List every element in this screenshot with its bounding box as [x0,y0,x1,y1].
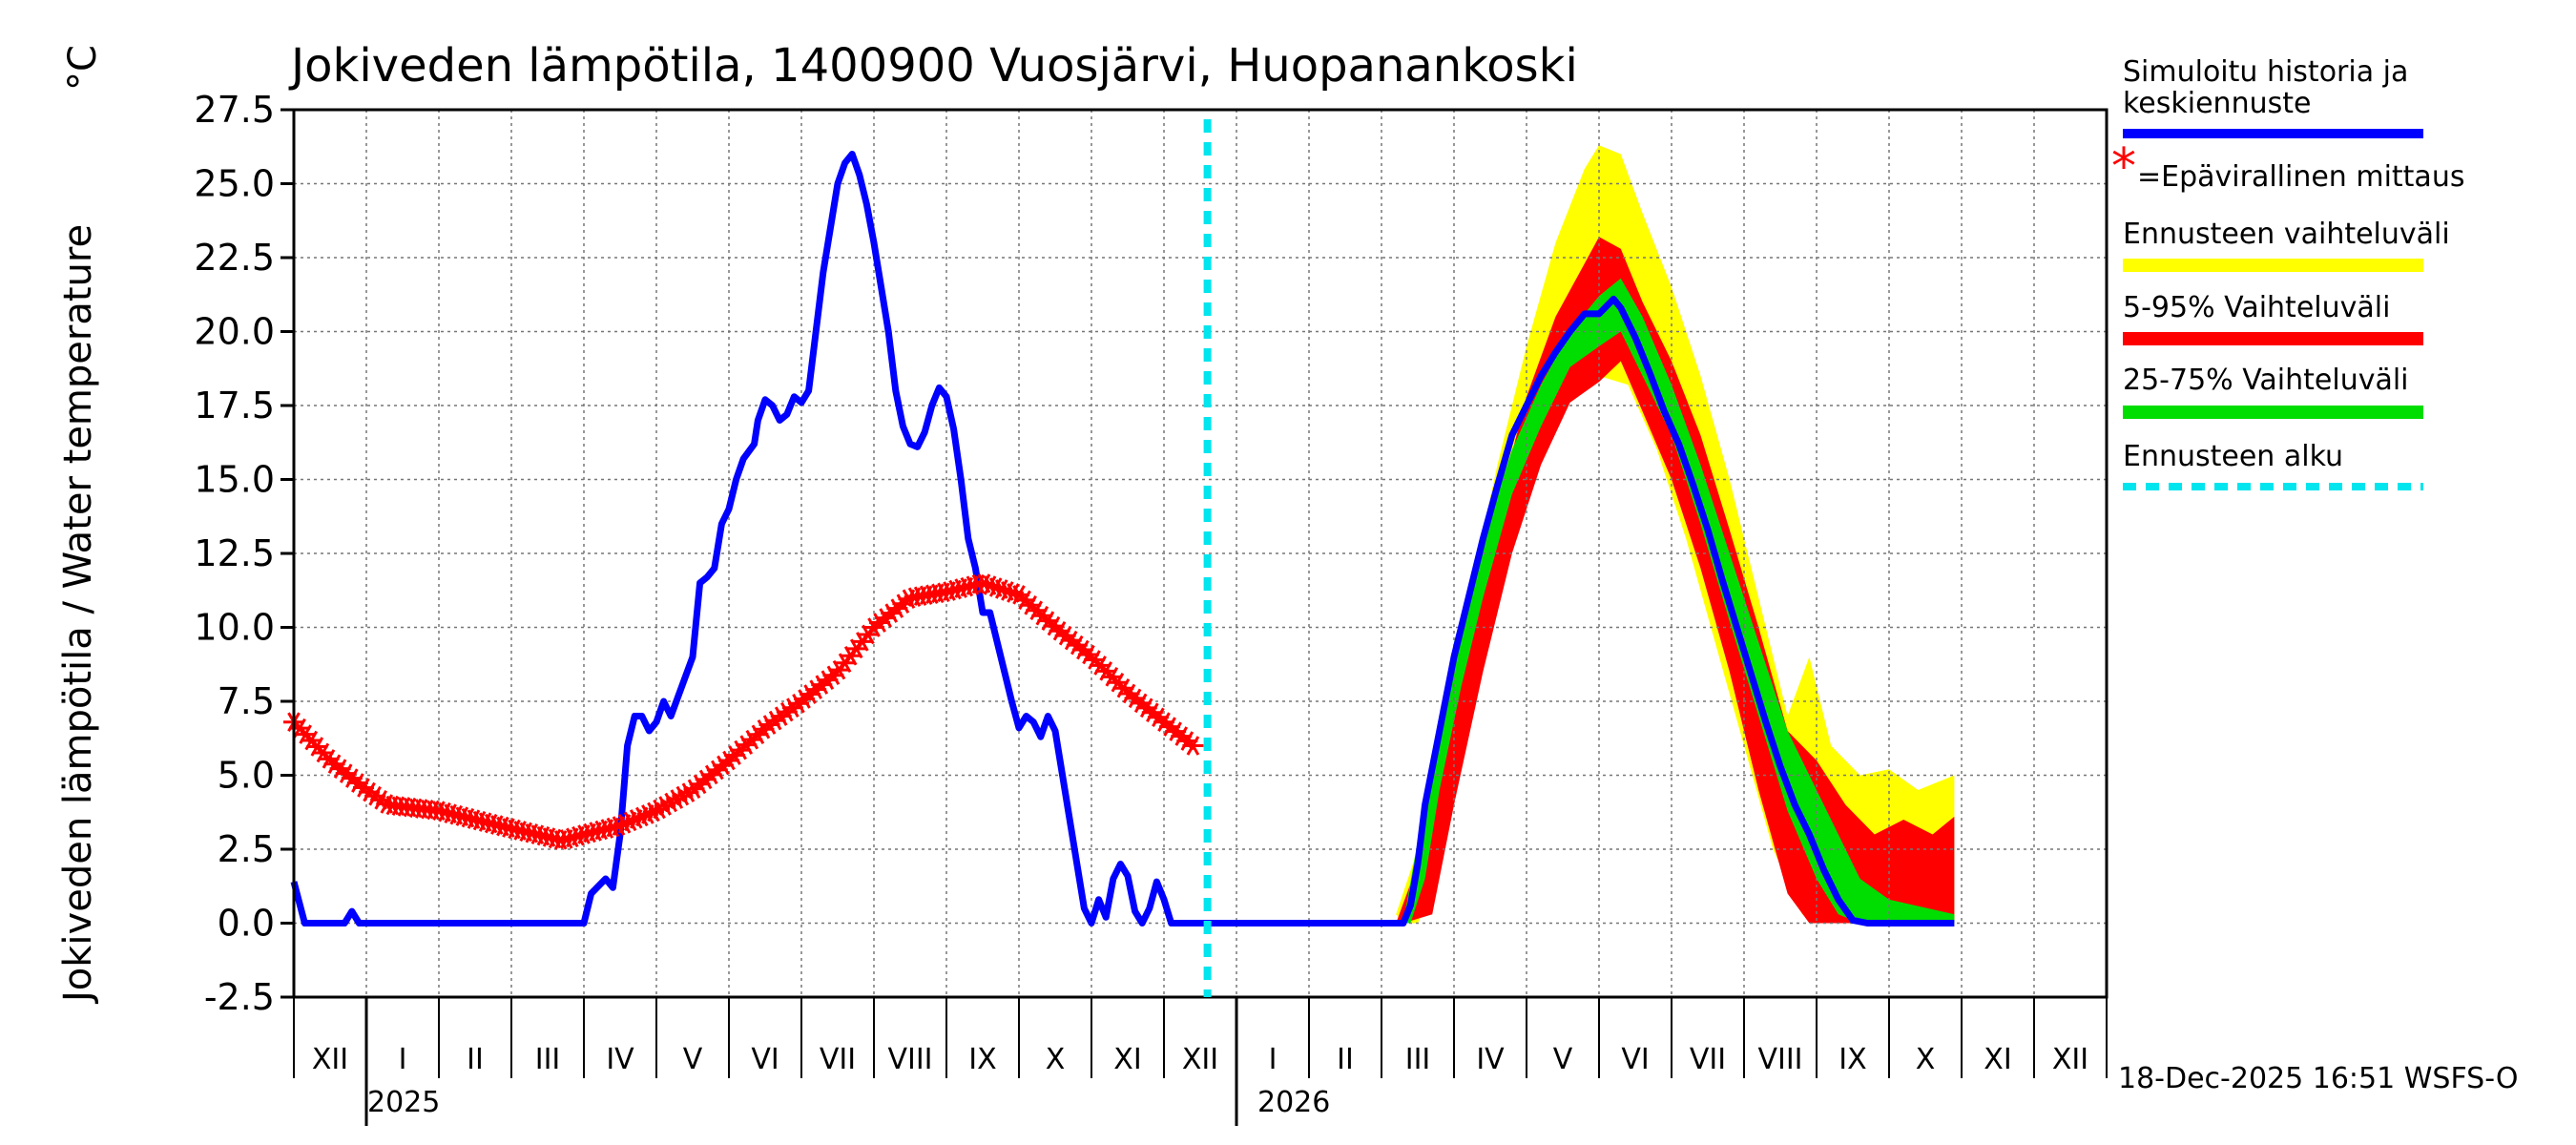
forecast-bands [1396,145,1955,924]
measurement-marker [1182,736,1204,756]
month-label: VI [1621,1043,1649,1076]
legend-label-simulated-2: keskiennuste [2123,87,2311,120]
month-label: V [1553,1043,1573,1076]
legend-label-measurement: =Epävirallinen mittaus [2137,160,2464,194]
y-ticks: 27.5 25.0 22.5 20.0 17.5 15.0 12.5 10.0 7.5 5.0 2.… [194,89,294,1018]
y-tick-label: 2.5 [218,828,275,870]
timestamp: 18-Dec-2025 16:51 WSFS-O [2118,1062,2519,1095]
y-tick-label: 5.0 [218,755,275,797]
y-tick-label: 27.5 [194,89,275,131]
y-tick-label: 10.0 [194,607,275,649]
month-label: III [535,1043,561,1076]
series [283,151,1955,926]
month-label: IV [1476,1043,1505,1076]
y-axis-label: Jokiveden lämpötila / Water temperature [56,224,100,1005]
legend-marker-measurement: * [2111,138,2136,196]
legend-label-range: Ennusteen vaihteluväli [2123,218,2450,251]
month-label: IV [606,1043,634,1076]
legend-label-5-95: 5-95% Vaihteluväli [2123,291,2390,324]
month-label: II [1337,1043,1354,1076]
series-simulated [290,151,1955,926]
month-label: XII [312,1043,348,1076]
grid [294,110,2107,997]
band-2 [1402,278,1955,924]
y-tick-label: 20.0 [194,311,275,353]
month-label: IX [1839,1043,1866,1076]
month-label: VII [820,1043,856,1076]
y-tick-label: 17.5 [194,385,275,427]
chart-title: Jokiveden lämpötila, 1400900 Vuosjärvi, … [288,39,1578,93]
month-label: III [1405,1043,1431,1076]
y-tick-label: 15.0 [194,459,275,501]
month-label: II [467,1043,484,1076]
y-axis-unit: °C [61,45,105,91]
month-label: VII [1690,1043,1726,1076]
month-label: XI [1984,1043,2011,1076]
month-label: X [1916,1043,1936,1076]
month-label: I [399,1043,407,1076]
y-tick-label: 0.0 [218,903,275,945]
month-label: XII [2052,1043,2088,1076]
legend-label-forecast-start: Ennusteen alku [2123,440,2343,473]
month-label: XII [1182,1043,1218,1076]
band-0 [1396,145,1955,924]
y-tick-label: -2.5 [204,976,275,1018]
month-label: X [1046,1043,1066,1076]
month-label: VIII [1757,1043,1802,1076]
x-axis-months: XII I II III IV V VI VII VIII IX X XI XII I II III IV V VI… [293,997,2108,1126]
month-label: IX [968,1043,996,1076]
month-label: XI [1113,1043,1141,1076]
month-label: VIII [887,1043,932,1076]
legend-label-simulated: Simuloitu historia ja [2123,55,2408,89]
legend: Simuloitu historia ja keskiennuste * =Ep… [2111,55,2464,490]
month-label: I [1269,1043,1278,1076]
y-tick-label: 22.5 [194,237,275,279]
y-tick-label: 7.5 [218,680,275,722]
y-tick-label: 25.0 [194,163,275,205]
legend-label-25-75: 25-75% Vaihteluväli [2123,364,2409,397]
y-tick-label: 12.5 [194,532,275,574]
series-measurement [283,573,1204,850]
month-label: V [683,1043,703,1076]
year-label-2025: 2025 [367,1086,440,1119]
month-label: VI [751,1043,779,1076]
year-label-2026: 2026 [1257,1086,1330,1119]
